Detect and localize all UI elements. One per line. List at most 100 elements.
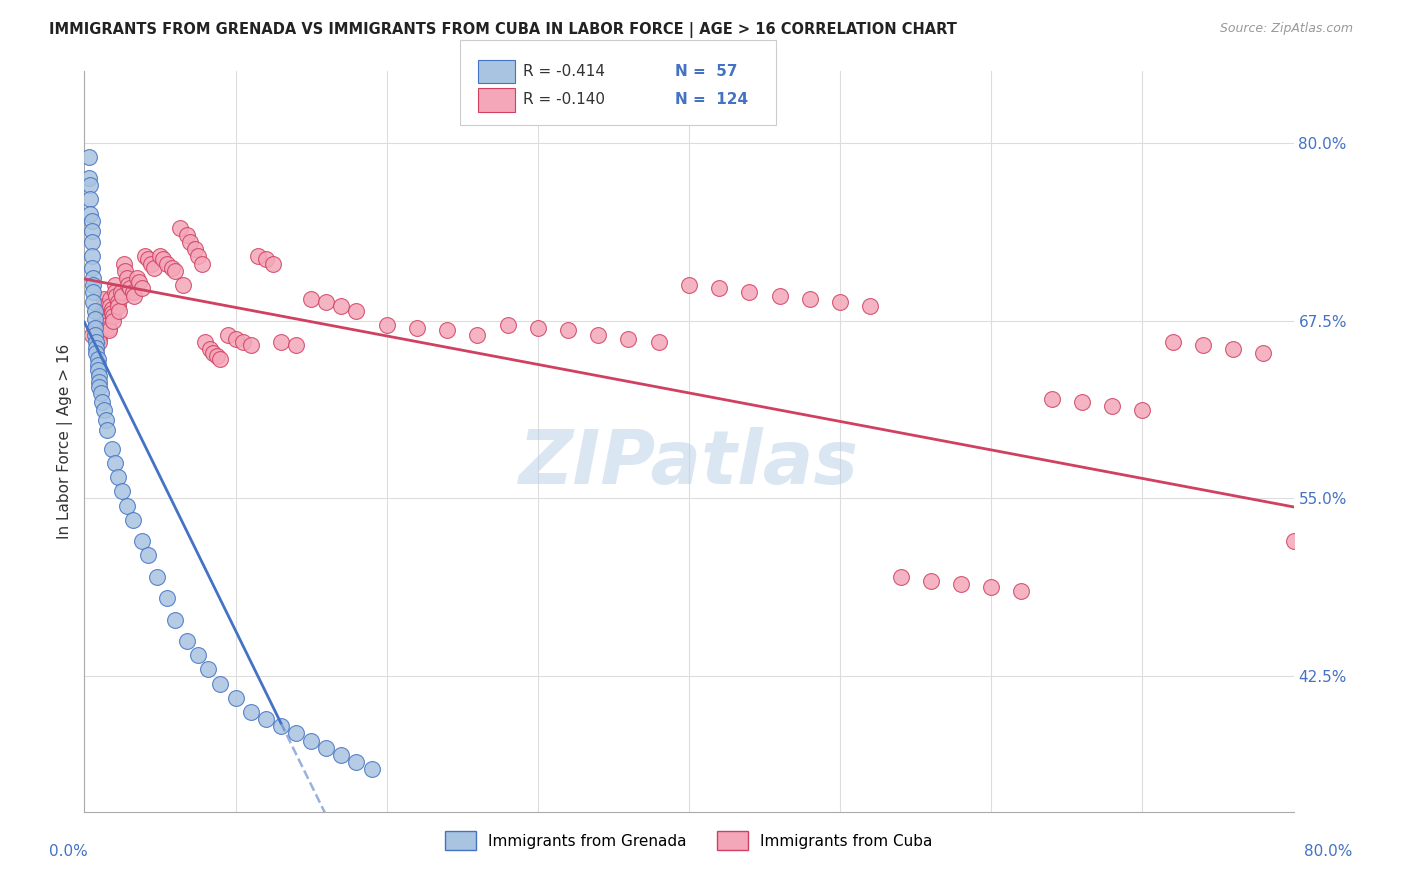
Point [96, 313, 118, 327]
Point [93, 403, 115, 417]
Point [80, 224, 103, 238]
Point [201, 346, 224, 360]
Point [1101, 399, 1123, 413]
Point [176, 633, 198, 648]
Point [89, 334, 111, 349]
Point [207, 349, 229, 363]
Point [84, 327, 107, 342]
Point [96, 318, 118, 332]
Point [225, 690, 247, 705]
Point [165, 263, 187, 277]
Point [1282, 534, 1305, 549]
Point [270, 334, 292, 349]
Point [198, 342, 221, 356]
Point [346, 303, 368, 318]
Point [97, 320, 120, 334]
Point [90, 386, 112, 401]
Point [80, 260, 103, 275]
Point [89, 369, 111, 384]
Point [1253, 346, 1275, 360]
Point [87, 351, 110, 366]
Point [86, 324, 108, 338]
Point [84, 312, 107, 326]
Point [107, 470, 129, 484]
Point [101, 310, 124, 324]
Point [114, 263, 136, 277]
Point [107, 299, 129, 313]
Point [859, 299, 882, 313]
Point [136, 252, 159, 267]
Point [80, 214, 103, 228]
Point [87, 327, 110, 342]
Point [86, 341, 108, 355]
Point [315, 740, 337, 755]
Point [104, 277, 127, 292]
Point [79, 207, 101, 221]
Point [1071, 394, 1094, 409]
Text: R = -0.140: R = -0.140 [523, 93, 605, 107]
Point [94, 413, 117, 427]
Point [187, 648, 209, 662]
Point [247, 250, 270, 264]
Point [101, 313, 124, 327]
Point [1374, 556, 1396, 570]
Point [82, 285, 104, 299]
Point [112, 256, 135, 270]
Point [84, 320, 107, 334]
Point [678, 277, 700, 292]
Point [315, 295, 337, 310]
Point [1313, 541, 1336, 556]
Point [115, 499, 138, 513]
Point [90, 306, 112, 320]
Point [146, 570, 169, 584]
Text: Source: ZipAtlas.com: Source: ZipAtlas.com [1219, 22, 1353, 36]
Point [91, 313, 114, 327]
Point [1358, 551, 1381, 566]
Point [557, 324, 579, 338]
Point [1298, 537, 1320, 551]
Point [156, 256, 179, 270]
Point [217, 327, 239, 342]
Point [330, 747, 353, 762]
Point [77, 171, 100, 186]
Point [1130, 403, 1153, 417]
Point [86, 346, 108, 360]
Point [134, 250, 156, 264]
Point [890, 570, 912, 584]
Point [1343, 549, 1365, 563]
Point [709, 281, 731, 295]
Point [111, 289, 134, 303]
Point [1388, 559, 1406, 574]
Text: 80.0%: 80.0% [1305, 845, 1353, 859]
Point [165, 613, 187, 627]
Point [136, 549, 159, 563]
Point [980, 580, 1002, 594]
Point [79, 193, 101, 207]
Point [156, 591, 179, 606]
Point [920, 574, 942, 588]
Point [104, 456, 127, 470]
Point [98, 292, 121, 306]
Point [94, 310, 117, 324]
Text: N =  57: N = 57 [675, 64, 737, 78]
Point [1040, 392, 1063, 406]
Point [191, 256, 214, 270]
Point [648, 334, 671, 349]
Point [82, 295, 104, 310]
Point [232, 334, 254, 349]
Point [172, 277, 194, 292]
Point [108, 303, 131, 318]
Point [769, 289, 792, 303]
Point [1011, 584, 1033, 599]
Point [121, 513, 143, 527]
Point [149, 250, 172, 264]
Point [360, 762, 382, 776]
Point [122, 289, 145, 303]
Point [110, 285, 132, 299]
Point [262, 256, 284, 270]
Legend: Immigrants from Grenada, Immigrants from Cuba: Immigrants from Grenada, Immigrants from… [439, 825, 939, 856]
Text: N =  124: N = 124 [675, 93, 748, 107]
Point [738, 285, 761, 299]
Point [588, 327, 610, 342]
Point [1222, 342, 1244, 356]
